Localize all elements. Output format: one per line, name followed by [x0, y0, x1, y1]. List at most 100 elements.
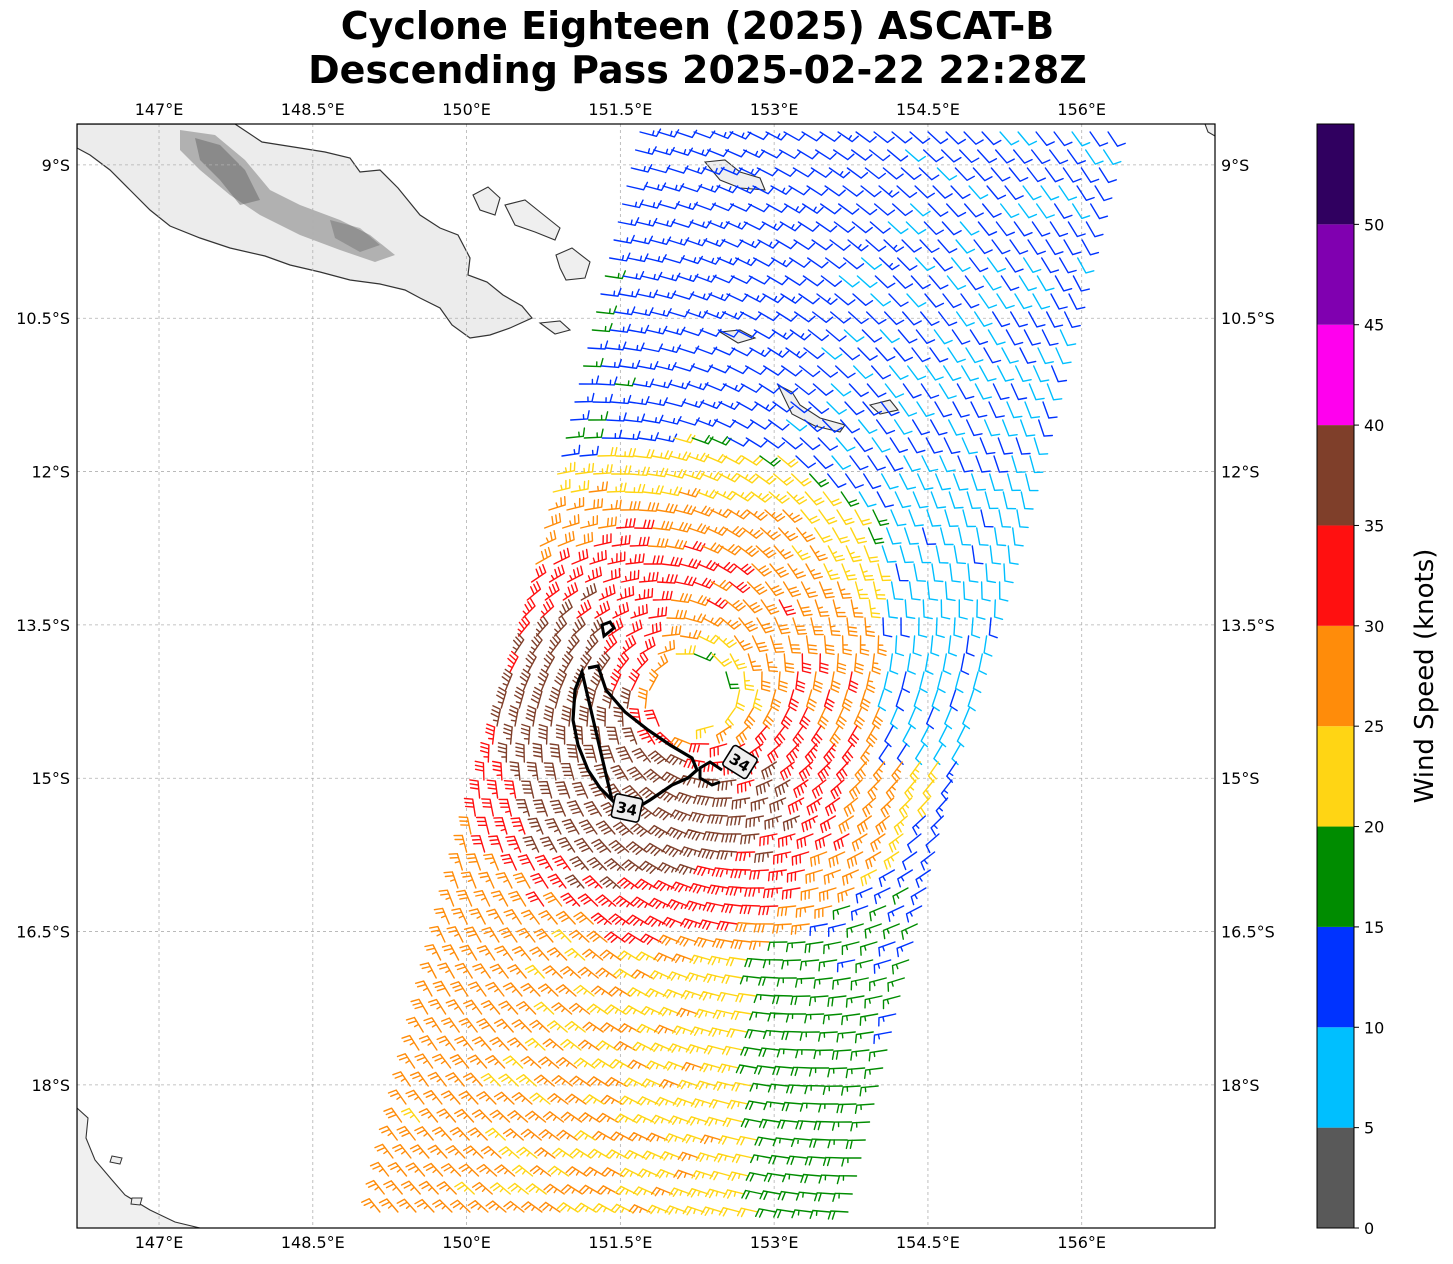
wind-barb — [564, 874, 585, 889]
wind-barb-path — [810, 167, 833, 178]
wind-barb — [648, 897, 671, 909]
wind-barb — [896, 941, 914, 958]
wind-barb — [517, 854, 535, 871]
wind-barb-path — [856, 815, 872, 835]
wind-barb — [998, 509, 1012, 528]
wind-barb — [758, 1047, 780, 1057]
wind-barb — [884, 725, 894, 748]
wind-barb — [832, 1192, 853, 1202]
wind-barb-path — [493, 817, 508, 835]
wind-barb — [830, 671, 841, 693]
wind-barb-path — [538, 724, 548, 745]
wind-barb — [534, 1147, 556, 1159]
wind-barb — [619, 1167, 642, 1178]
wind-barb-path — [508, 705, 519, 727]
wind-barb — [575, 462, 595, 475]
wind-barb-path — [791, 851, 810, 866]
wind-barb-path — [635, 652, 649, 673]
wind-barb-path — [615, 448, 636, 458]
wind-barb-path — [912, 419, 931, 436]
wind-barb — [665, 754, 687, 766]
wind-barb-path — [854, 1031, 874, 1044]
wind-barb — [892, 887, 909, 905]
wind-barb-path — [565, 1166, 588, 1177]
wind-barb — [609, 252, 631, 262]
wind-barb-path — [675, 129, 698, 139]
wind-barb — [693, 937, 716, 948]
wind-barb — [589, 617, 605, 637]
wind-barb — [953, 617, 963, 639]
wind-barb-path — [645, 1060, 668, 1070]
wind-barb — [827, 1067, 848, 1078]
wind-barb-path — [850, 905, 869, 921]
wind-barb — [538, 983, 559, 997]
wind-barb-path — [715, 635, 737, 649]
wind-barb-path — [803, 347, 825, 360]
wind-barb — [837, 131, 859, 143]
wind-barb-path — [967, 689, 976, 712]
wind-barb — [666, 971, 689, 981]
wind-barb-path — [836, 1175, 858, 1185]
wind-barb — [631, 1041, 654, 1052]
wind-barb — [832, 977, 851, 990]
wind-barb — [677, 1151, 700, 1162]
wind-barb-path — [681, 327, 704, 337]
wind-barb — [651, 450, 673, 460]
wind-barb — [860, 185, 882, 198]
longitude-labels-top: 147°E 148.5°E 150°E 151.5°E 153°E 154.5°E 156°… — [135, 100, 1106, 119]
wind-barb-path — [811, 779, 827, 799]
wind-barb-path — [707, 884, 729, 895]
wind-barb — [818, 1174, 840, 1184]
wind-barb-path — [574, 1130, 596, 1141]
wind-barb-path — [965, 347, 984, 364]
wind-barb — [1024, 401, 1041, 419]
wind-barb-path — [711, 653, 732, 667]
wind-barb-path — [498, 927, 518, 943]
wind-barb — [602, 499, 622, 511]
wind-barb-path — [983, 347, 1002, 364]
wind-barb — [431, 1126, 452, 1141]
wind-barb — [678, 487, 701, 498]
wind-barb-path — [414, 1198, 435, 1213]
wind-barb — [863, 473, 882, 490]
wind-barb-path — [562, 514, 580, 529]
wind-barb-path — [912, 815, 926, 836]
wind-barb-path — [916, 401, 935, 417]
wind-barb-path — [643, 555, 664, 565]
wind-barb — [809, 473, 829, 488]
wind-barb-path — [762, 293, 785, 304]
wind-barb-path — [983, 635, 993, 657]
wind-barb — [626, 987, 649, 997]
wind-barb-path — [827, 1210, 849, 1220]
wind-barb-path — [644, 915, 666, 927]
wind-barb-path — [520, 1055, 542, 1069]
wind-barb — [773, 545, 794, 560]
wind-barb — [653, 146, 675, 156]
wind-barb — [755, 473, 777, 485]
wind-barb — [836, 1103, 857, 1114]
wind-barb-path — [1026, 167, 1046, 183]
wind-barb — [816, 293, 838, 305]
wind-barb-path — [832, 599, 847, 618]
wind-barb — [889, 653, 899, 675]
wind-barb — [955, 239, 976, 254]
wind-barb-path — [922, 527, 937, 545]
wind-barb-path — [1040, 185, 1060, 201]
wind-barb — [971, 473, 986, 491]
wind-barb-path — [1041, 329, 1059, 346]
wind-barb-path — [855, 131, 877, 143]
wind-barb-path — [569, 1002, 591, 1015]
wind-barb-path — [736, 1207, 759, 1218]
wind-barb — [802, 275, 825, 287]
wind-barb — [730, 275, 753, 284]
wind-barb — [872, 761, 885, 783]
wind-barb — [892, 203, 913, 217]
wind-barb-path — [892, 887, 909, 905]
wind-barb — [855, 959, 874, 974]
wind-barb — [595, 1040, 618, 1051]
wind-barb — [774, 779, 791, 797]
wind-barb — [752, 185, 775, 195]
wind-barb — [503, 780, 517, 799]
wind-barb-path — [639, 860, 661, 874]
wind-barb — [681, 1061, 704, 1072]
